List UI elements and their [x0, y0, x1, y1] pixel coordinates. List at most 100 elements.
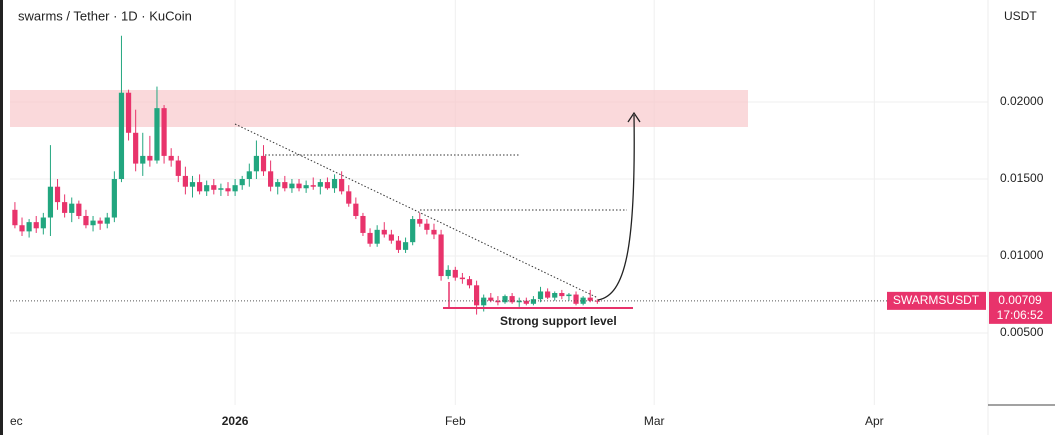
edge [0, 0, 3, 435]
x-tick-label: Feb [445, 414, 466, 428]
candle-body [275, 182, 281, 187]
candle-body [76, 203, 82, 216]
candle-body [260, 155, 267, 172]
candle-body [559, 293, 565, 297]
y-tick-label: 0.01500 [1000, 171, 1044, 185]
candle-body [196, 182, 203, 192]
candle-body [395, 240, 402, 250]
candle-body [182, 175, 188, 187]
x-tick-label: Mar [644, 414, 665, 428]
candle-body [12, 209, 18, 226]
candle-body [90, 220, 96, 226]
candle-body [246, 171, 252, 180]
candle-body [339, 179, 345, 192]
price-box [989, 291, 1052, 324]
candle-body [175, 160, 181, 176]
candle-body [133, 132, 139, 164]
candle-body [168, 155, 174, 161]
candle-body [445, 269, 451, 277]
candle-body [282, 182, 288, 189]
candle-body [473, 285, 480, 306]
candle-body [189, 182, 196, 187]
candle-body [516, 300, 522, 303]
candle-body [452, 269, 458, 278]
candle-body [83, 215, 89, 226]
candle-body [289, 183, 295, 189]
candle-body [346, 191, 352, 204]
candle-body [566, 294, 572, 297]
candle-body [331, 179, 338, 189]
candle-body [523, 300, 529, 304]
candle-body [104, 217, 110, 224]
candle-body [296, 183, 302, 189]
candle-body [154, 108, 160, 161]
candle-body [317, 182, 323, 187]
candle-body [225, 188, 231, 192]
symbol-label: SWARMSUSDT [893, 293, 980, 307]
candle-body [530, 299, 537, 304]
y-tick-label: 0.01000 [1000, 248, 1044, 262]
chart-title: swarms / Tether · 1D · KuCoin [18, 8, 192, 23]
candle-body [353, 203, 359, 216]
candle-body [417, 219, 423, 224]
x-tick-label: 2026 [222, 414, 249, 428]
candle-body [502, 296, 508, 303]
candle-body [310, 185, 316, 187]
candle-body [111, 179, 117, 218]
candle-body [62, 202, 68, 213]
candle-body [40, 217, 46, 229]
trend-line [234, 123, 599, 299]
candle-body [431, 229, 437, 235]
candle-body [118, 92, 125, 180]
last-price-label: 0.00709 [998, 293, 1042, 307]
candle-body [594, 300, 600, 302]
candle-body [97, 220, 103, 224]
projection-arrow [597, 114, 635, 301]
candle-body [466, 279, 473, 286]
candle-body [161, 108, 167, 156]
candle-body [495, 300, 501, 303]
candle-body [552, 293, 558, 298]
y-axis-label: USDT [1004, 9, 1037, 23]
candle-body [360, 215, 366, 233]
candle-body [218, 188, 224, 190]
candle-body [537, 291, 544, 300]
candle-body [147, 155, 153, 161]
candle-body [26, 222, 32, 232]
candle-body [488, 297, 494, 301]
candle-body [410, 219, 416, 243]
y-tick-label: 0.00500 [1000, 325, 1044, 339]
candle-body [459, 277, 465, 280]
countdown: 17:06:52 [997, 308, 1044, 322]
candle-body [545, 291, 551, 298]
candle-body [388, 234, 394, 241]
y-tick-label: 0.02000 [1000, 94, 1044, 108]
x-tick-label: ec [10, 414, 23, 428]
candle-body [47, 186, 54, 218]
candle-body [587, 297, 593, 301]
candle-body [424, 223, 430, 230]
candle-body [374, 229, 380, 244]
candle-body [204, 185, 210, 192]
candle-body [324, 182, 331, 189]
symbol-box [887, 291, 986, 310]
candle-body [125, 92, 132, 133]
candle-body [402, 242, 409, 250]
resistance-zone [10, 90, 748, 127]
candle-body [509, 296, 515, 303]
candle-body [211, 185, 217, 190]
arrow-head [627, 111, 641, 123]
candle-body [69, 203, 75, 213]
candle-body [438, 234, 444, 277]
candle-body [239, 179, 245, 186]
candle-body [54, 186, 61, 203]
annotation: Strong support level [500, 314, 617, 328]
candle-body [268, 171, 274, 187]
candle-body [140, 155, 146, 164]
candles [12, 35, 600, 315]
x-tick-label: Apr [865, 414, 884, 428]
candle-body [303, 185, 309, 189]
